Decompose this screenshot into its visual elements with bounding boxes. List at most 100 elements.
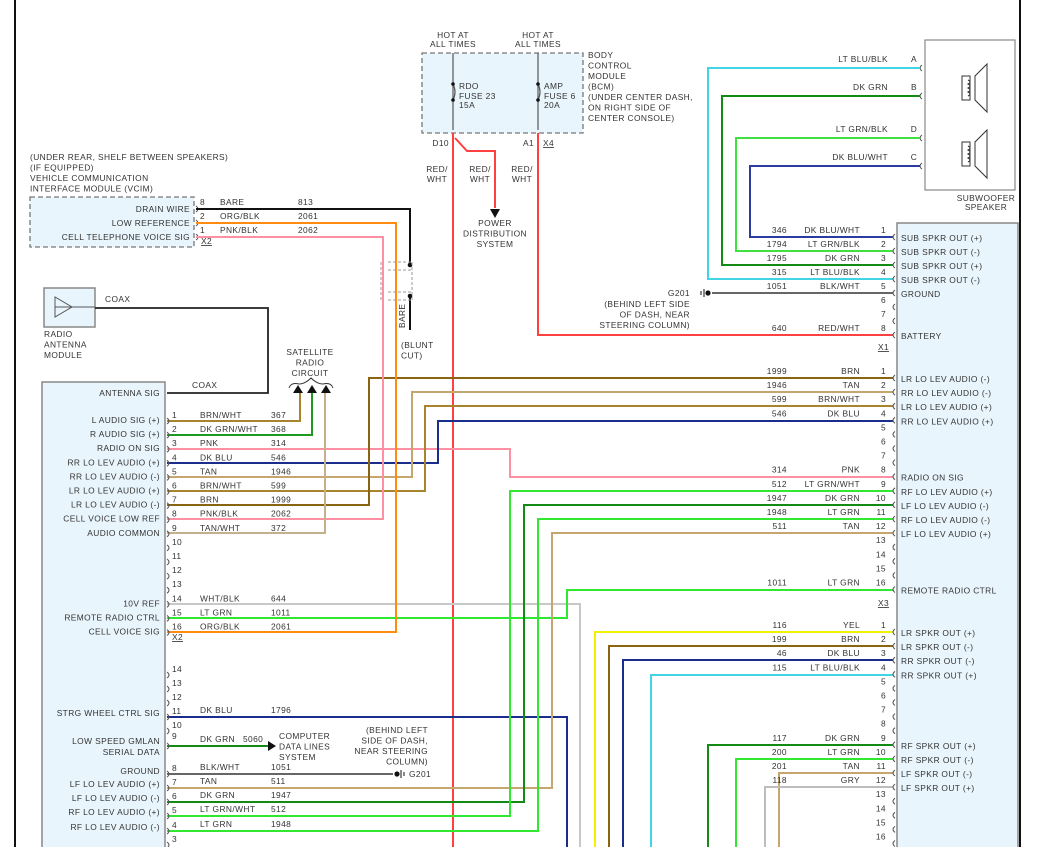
radio-pin-number: 13 (172, 678, 182, 688)
circuit-number: 1011 (271, 607, 291, 617)
wire-color-label: DK GRN (825, 493, 860, 503)
radio-pin-number: 7 (172, 777, 177, 787)
circuit-number: 1051 (271, 762, 291, 772)
amplifier-pin-number: 7 (881, 451, 886, 461)
radio-pin-number: 3 (172, 834, 177, 844)
power-distribution-label: SYSTEM (477, 239, 514, 249)
radio-pin-number: 16 (172, 622, 182, 632)
satellite-radio-label: CIRCUIT (292, 368, 329, 378)
radio-pin-number: 9 (172, 731, 177, 741)
amplifier-pin-name: GROUND (901, 289, 941, 299)
amplifier-pin-name: REMOTE RADIO CTRL (901, 586, 997, 596)
radio-pin-name: RR LO LEV AUDIO (-) (70, 471, 160, 481)
g201-location-label: OF DASH, NEAR (620, 310, 690, 320)
amplifier-pin-number: 6 (881, 295, 886, 305)
radio-pin-name: CELL VOICE LOW REF (63, 514, 160, 524)
wire-color-label: BRN (841, 366, 860, 376)
bcm-description: CENTER CONSOLE) (588, 113, 675, 123)
connector-cavity (892, 826, 896, 833)
red-wht-label: WHT (470, 174, 490, 184)
amplifier-pin-name: LF LO LEV AUDIO (-) (901, 501, 989, 511)
connector-cavity (892, 713, 896, 720)
hot-at-all-times-label: ALL TIMES (515, 39, 561, 49)
circuit-number: 1946 (271, 466, 291, 476)
radio-pin-number: 10 (172, 720, 182, 730)
wire-color-label: LT GRN/BLK (836, 124, 888, 134)
amplifier-pin-number: 5 (881, 422, 886, 432)
connector-cavity (166, 558, 170, 566)
connector-cavity (166, 713, 170, 721)
connector-cavity (919, 134, 923, 142)
wire-r2-8 (167, 236, 384, 520)
radio-pin-number: 11 (172, 551, 182, 561)
amplifier-pin-name: LF LO LEV AUDIO (+) (901, 529, 991, 539)
amplifier-pin-number: 8 (881, 323, 886, 333)
computer-data-lines-label: COMPUTER (279, 731, 330, 741)
connector-cavity (892, 416, 896, 424)
radio-pin-number: 5 (172, 805, 177, 815)
connector-cavity (892, 445, 896, 452)
wire-color-label: BRN/WHT (200, 410, 242, 420)
wire-color-label: DK BLU (200, 452, 233, 462)
amplifier-pin-number: 2 (881, 634, 886, 644)
connector-cavity (892, 741, 896, 749)
connector-cavity (166, 827, 170, 835)
radio-pin-name: RR LO LEV AUDIO (+) (67, 457, 160, 467)
circuit-number: 546 (772, 408, 787, 418)
circuit-number: 314 (772, 465, 787, 475)
wire-color-label: BRN/WHT (818, 394, 860, 404)
radio-pin-name: L AUDIO SIG (+) (92, 415, 160, 425)
amplifier-pin-name: SUB SPKR OUT (+) (901, 233, 982, 243)
circuit-number: 1999 (271, 495, 291, 505)
wire-color-label: PNK/BLK (220, 225, 258, 235)
wire-a1-1 (749, 165, 920, 238)
subwoofer-terminal: C (911, 152, 917, 162)
speaker-icon (974, 62, 988, 114)
speaker-icon (974, 128, 988, 180)
wire-color-label: DK BLU (827, 648, 860, 658)
amplifier-pin-name: RR LO LEV AUDIO (+) (901, 416, 994, 426)
circuit-number: 367 (271, 410, 286, 420)
radio-pin-number: 12 (172, 565, 182, 575)
vcim-pin-name: LOW REFERENCE (112, 218, 190, 228)
subwoofer-terminal: A (911, 54, 917, 64)
connector-cavity (892, 755, 896, 763)
red-wht-label: RED/ (426, 164, 448, 174)
wire-a2-4 (650, 674, 893, 847)
wire-color-label: TAN/WHT (200, 523, 240, 533)
radio-pin-name: SERIAL DATA (103, 747, 160, 757)
subwoofer-label: SUBWOOFER (957, 193, 1016, 203)
wire-color-label: LT GRN/WHT (200, 804, 255, 814)
radio-pin-name: R AUDIO SIG (+) (90, 429, 160, 439)
amplifier-pin-number: 1 (881, 620, 886, 630)
circuit-number: 2061 (271, 622, 291, 632)
computer-data-lines-label: SYSTEM (279, 752, 316, 762)
ground-g201-icon (394, 771, 400, 777)
fuse-terminal (536, 82, 540, 86)
amplifier-pin-number: 3 (881, 394, 886, 404)
amplifier-pin-number: 2 (881, 239, 886, 249)
wire-color-label: BLK/WHT (200, 762, 240, 772)
wire-r1-11 (167, 716, 568, 847)
radio-pin-name: LR LO LEV AUDIO (+) (69, 486, 160, 496)
connector-cavity (919, 92, 923, 100)
subwoofer-terminal: B (911, 82, 917, 92)
circuit-number: 201 (772, 761, 787, 771)
circuit-number: 813 (298, 197, 313, 207)
connector-cavity (892, 388, 896, 396)
wire-color-label: BLK/WHT (820, 281, 860, 291)
circuit-number: 372 (271, 523, 286, 533)
g201-location-label: SIDE OF DASH, (361, 736, 428, 746)
g201-label: G201 (668, 288, 690, 298)
connector-cavity (166, 586, 170, 594)
connector-cavity (892, 685, 896, 692)
amplifier-pin-number: 4 (881, 267, 886, 277)
amplifier-pin-number: 14 (876, 549, 886, 559)
antenna-module-label: ANTENNA (44, 340, 87, 350)
speaker-icon (961, 141, 971, 167)
amplifier-pin-number: 9 (881, 479, 886, 489)
satellite-radio-label: SATELLITE (286, 347, 333, 357)
bcm-description: (BCM) (588, 82, 614, 92)
connector-cavity (166, 459, 170, 467)
